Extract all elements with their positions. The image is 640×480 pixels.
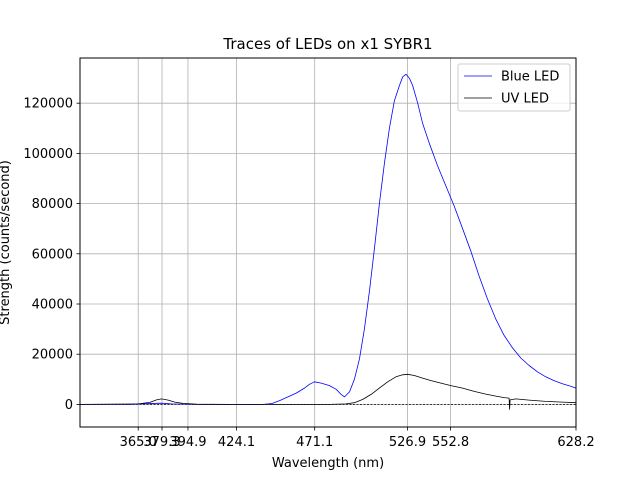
y-axis: 0 20000 40000 60000 80000 100000 120000 [23,97,80,413]
x-tick-label: 394.9 [169,435,206,450]
x-tick-label: 628.2 [557,435,594,450]
x-tick-label: 365.0 [120,435,157,450]
grid [80,58,577,427]
legend-label-uv-led: UV LED [501,92,549,107]
x-axis-title: Wavelength (nm) [272,456,384,471]
plot-frame [79,57,577,428]
y-tick-label: 40000 [32,298,73,313]
y-tick-label: 60000 [32,247,73,262]
y-tick-label: 0 [65,398,73,413]
x-tick-label: 526.9 [389,435,426,450]
series-line-blue-led [80,73,577,405]
y-tick-label: 80000 [32,197,73,212]
y-tick-label: 120000 [23,97,73,112]
x-tick-label: 471.1 [296,435,333,450]
y-axis-title: Strength (counts/second) [0,160,13,325]
series-line-uv-led [79,373,577,410]
chart-title: Traces of LEDs on x1 SYBR1 [222,35,432,53]
x-tick-label: 552.8 [432,435,469,450]
legend: Blue LED UV LED [457,63,571,112]
y-tick-label: 100000 [23,147,73,162]
x-tick-label: 379.3 [143,435,180,450]
x-tick-label: 424.1 [218,435,255,450]
series-layer [79,73,577,410]
legend-label-blue-led: Blue LED [501,70,559,85]
y-tick-label: 20000 [32,348,73,363]
